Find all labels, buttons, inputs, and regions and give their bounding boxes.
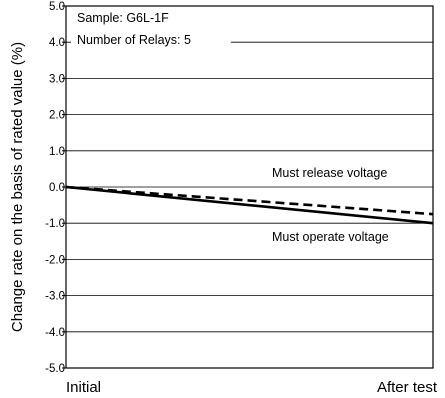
y-axis-label: Change rate on the basis of rated value …	[9, 42, 26, 332]
series-label-must-release: Must release voltage	[272, 166, 387, 180]
y-tick-label: -4.0	[45, 327, 65, 339]
annotation-sample: Sample: G6L-1F	[77, 11, 169, 25]
series-label-must-operate: Must operate voltage	[272, 230, 389, 244]
y-tick-label: 4.0	[49, 37, 65, 49]
y-tick-label: -1.0	[45, 218, 65, 230]
series-line-must-release	[65, 185, 434, 216]
series-line-must-operate	[65, 185, 434, 225]
y-tick-label: 5.0	[49, 1, 65, 13]
annotation-background	[71, 8, 231, 48]
x-tick-label: Initial	[66, 379, 101, 396]
x-axis-ticks: Initial After test	[66, 379, 438, 396]
series-group	[65, 185, 434, 225]
y-tick-label: 0.0	[49, 182, 65, 194]
y-tick-label: 2.0	[49, 110, 65, 122]
grid-lines	[66, 41, 433, 333]
y-tick-label: -5.0	[45, 363, 65, 375]
y-tick-label: -3.0	[45, 291, 65, 303]
y-tick-label: 3.0	[49, 73, 65, 85]
annotation-relays: Number of Relays: 5	[77, 33, 191, 47]
y-tick-label: 1.0	[49, 146, 65, 158]
y-axis-ticks: 5.0 4.0 3.0 2.0 1.0 0.0 -1.0 -2.0 -3.0 -4.0 -5.0	[45, 1, 66, 375]
y-tick-label: -2.0	[45, 254, 65, 266]
x-tick-label: After test	[377, 379, 438, 396]
